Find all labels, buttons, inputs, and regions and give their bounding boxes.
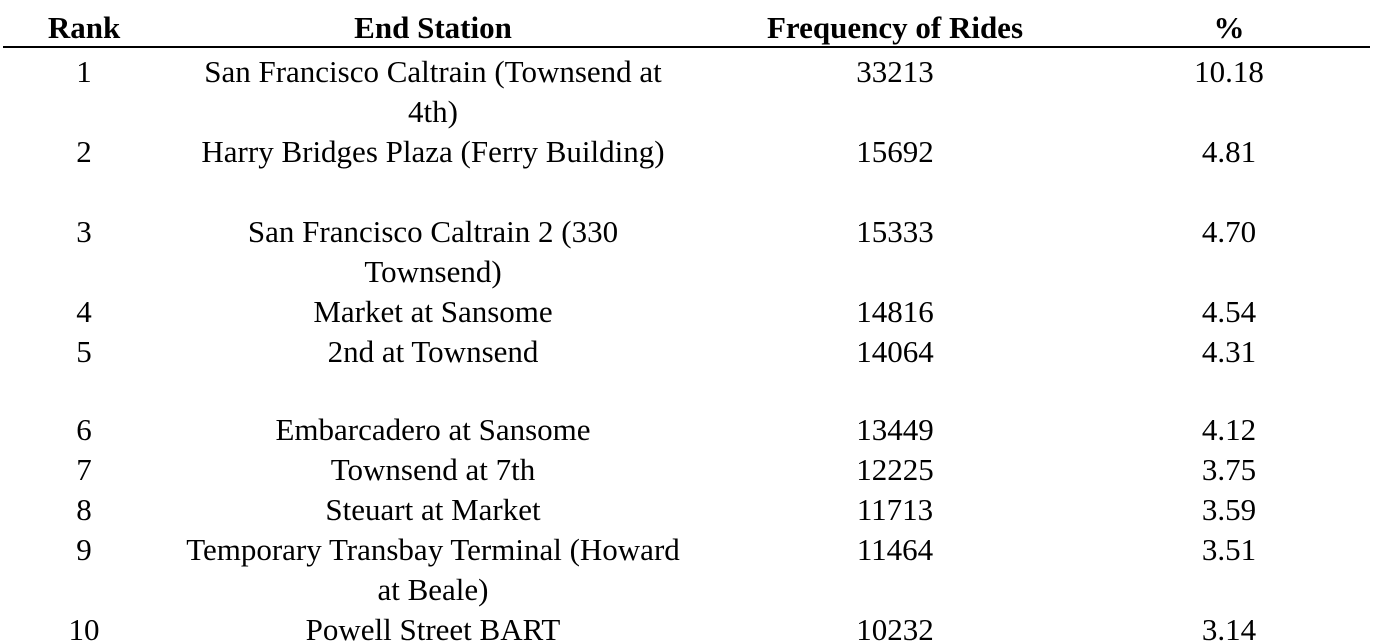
cell-rank: 6	[76, 412, 92, 447]
cell-station: Embarcadero at Sansome	[275, 412, 591, 447]
header-rule	[3, 46, 1370, 48]
cell-percent: 4.81	[1201, 134, 1257, 169]
cell-frequency: 33213	[856, 54, 934, 89]
cell-station: 2nd at Townsend	[327, 334, 539, 369]
cell-station: San Francisco Caltrain 2 (330 Townsend)	[247, 214, 619, 289]
cell-frequency: 13449	[856, 412, 934, 447]
cell-station: San Francisco Caltrain (Townsend at 4th)	[204, 54, 662, 129]
cell-frequency: 11713	[856, 492, 934, 527]
cell-percent: 3.59	[1201, 492, 1257, 527]
cell-percent: 3.51	[1201, 532, 1257, 567]
cell-frequency: 15333	[856, 214, 934, 249]
cell-rank: 3	[76, 214, 92, 249]
cell-frequency: 10232	[856, 612, 934, 644]
cell-percent: 10.18	[1194, 54, 1264, 89]
cell-frequency: 14064	[856, 334, 934, 369]
cell-station: Temporary Transbay Terminal (Howard at B…	[186, 532, 680, 607]
cell-station: Steuart at Market	[325, 492, 541, 527]
cell-percent: 4.54	[1201, 294, 1257, 329]
cell-percent: 4.70	[1201, 214, 1257, 249]
cell-percent: 3.14	[1201, 612, 1257, 644]
header-rank: Rank	[47, 10, 121, 45]
cell-percent: 3.75	[1201, 452, 1257, 487]
table-header-row: Rank End Station Frequency of Rides %	[0, 8, 1378, 46]
header-frequency: Frequency of Rides	[766, 10, 1024, 45]
header-end-station: End Station	[354, 10, 512, 45]
header-percent: %	[1213, 10, 1245, 45]
cell-rank: 1	[76, 54, 92, 89]
cell-percent: 4.12	[1201, 412, 1257, 447]
cell-rank: 10	[68, 612, 100, 644]
cell-rank: 9	[76, 532, 92, 567]
cell-rank: 2	[76, 134, 92, 169]
cell-station: Harry Bridges Plaza (Ferry Building)	[201, 134, 665, 169]
cell-station: Powell Street BART	[305, 612, 561, 644]
cell-rank: 4	[76, 294, 92, 329]
cell-frequency: 11464	[856, 532, 934, 567]
cell-frequency: 14816	[856, 294, 934, 329]
cell-rank: 7	[76, 452, 92, 487]
cell-station: Market at Sansome	[313, 294, 553, 329]
cell-percent: 4.31	[1201, 334, 1257, 369]
cell-station: Townsend at 7th	[330, 452, 536, 487]
cell-rank: 8	[76, 492, 92, 527]
cell-rank: 5	[76, 334, 92, 369]
cell-frequency: 12225	[856, 452, 934, 487]
cell-frequency: 15692	[856, 134, 934, 169]
